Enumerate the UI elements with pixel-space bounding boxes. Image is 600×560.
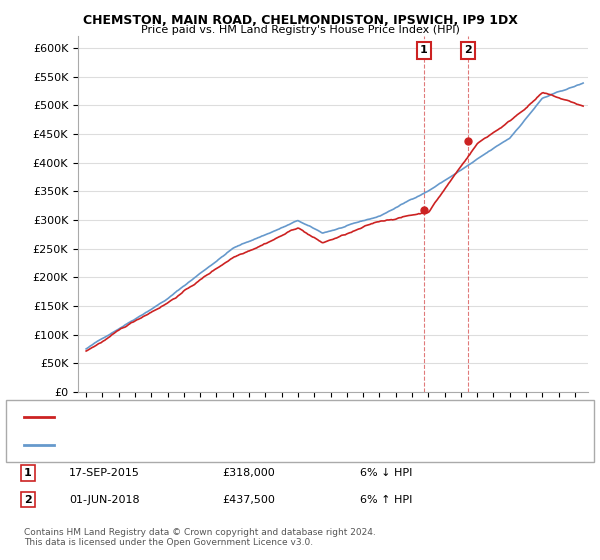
Text: £318,000: £318,000 xyxy=(222,468,275,478)
Text: 6% ↓ HPI: 6% ↓ HPI xyxy=(360,468,412,478)
Text: HPI: Average price, detached house, Babergh: HPI: Average price, detached house, Babe… xyxy=(60,440,282,450)
Text: 1: 1 xyxy=(24,468,32,478)
Text: CHEMSTON, MAIN ROAD, CHELMONDISTON, IPSWICH, IP9 1DX (detached house): CHEMSTON, MAIN ROAD, CHELMONDISTON, IPSW… xyxy=(60,412,454,422)
Text: 6% ↑ HPI: 6% ↑ HPI xyxy=(360,494,412,505)
Text: 1: 1 xyxy=(420,45,428,55)
Text: 2: 2 xyxy=(464,45,472,55)
Text: 01-JUN-2018: 01-JUN-2018 xyxy=(69,494,140,505)
Text: £437,500: £437,500 xyxy=(222,494,275,505)
Text: Contains HM Land Registry data © Crown copyright and database right 2024.
This d: Contains HM Land Registry data © Crown c… xyxy=(24,528,376,547)
Text: Price paid vs. HM Land Registry's House Price Index (HPI): Price paid vs. HM Land Registry's House … xyxy=(140,25,460,35)
Text: CHEMSTON, MAIN ROAD, CHELMONDISTON, IPSWICH, IP9 1DX: CHEMSTON, MAIN ROAD, CHELMONDISTON, IPSW… xyxy=(83,14,517,27)
Text: 17-SEP-2015: 17-SEP-2015 xyxy=(69,468,140,478)
Text: 2: 2 xyxy=(24,494,32,505)
